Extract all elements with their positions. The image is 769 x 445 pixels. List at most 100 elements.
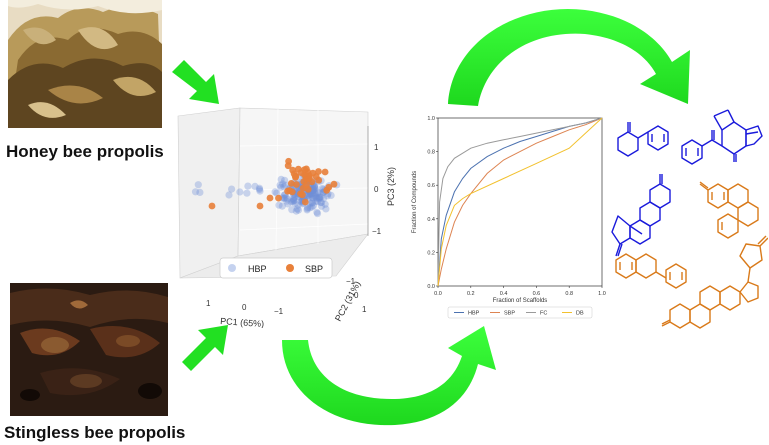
hbp-point <box>319 195 328 203</box>
hbp-point <box>283 197 291 205</box>
hbp-point <box>290 197 298 205</box>
hbp-point <box>294 201 302 209</box>
pca-x-label: PC1 (65%) <box>220 316 265 328</box>
sbp-point <box>284 162 292 170</box>
hbp-point <box>293 205 301 213</box>
hbp-point <box>251 182 259 190</box>
roc-x-tick: 0.8 <box>565 291 573 297</box>
hbp-point <box>282 194 290 202</box>
roc-y-tick: 0.6 <box>427 183 435 189</box>
hbp-point <box>287 198 295 206</box>
legend-sbp-marker <box>286 264 294 272</box>
pca-points <box>191 157 341 218</box>
sbp-point <box>275 194 282 202</box>
arrow-curve-bottom <box>282 326 496 426</box>
sbp-point <box>305 175 312 183</box>
sbp-point <box>301 198 309 206</box>
sbp-point <box>289 166 297 174</box>
pca-x-tick: 0 <box>242 303 247 312</box>
sbp-point <box>315 176 323 184</box>
hbp-point <box>289 197 297 205</box>
roc-x-tick: 0.4 <box>500 291 508 297</box>
plot-area <box>437 117 603 287</box>
legend-hbp-marker <box>228 264 236 272</box>
sbp-point <box>287 180 295 187</box>
hbp-point <box>305 191 313 199</box>
hbp-point <box>281 181 289 189</box>
hbp-point <box>276 181 284 189</box>
hbp-point <box>309 186 318 194</box>
sbp-point <box>266 194 274 202</box>
hbp-point <box>313 194 321 202</box>
roc-x-tick: 0.6 <box>533 291 541 297</box>
hbp-point <box>225 191 233 199</box>
hbp-point <box>278 202 286 210</box>
hbp-point <box>283 195 291 203</box>
hbp-point <box>255 184 263 192</box>
hbp-point <box>290 196 298 204</box>
hbp-point <box>306 192 314 200</box>
pca-scatter-3d: HBP SBP 1 0 −1 −1 0 1 1 0 −1 PC1 (65%) P… <box>177 107 396 328</box>
roc-x-tick: 0.2 <box>467 291 475 297</box>
roc-y-tick: 0.2 <box>427 250 435 256</box>
hbp-point <box>280 194 288 202</box>
hbp-point <box>303 206 311 214</box>
hbp-point <box>191 188 200 196</box>
hbp-point <box>228 185 236 193</box>
hbp-point <box>311 189 319 197</box>
hbp-point <box>313 208 321 216</box>
arrow-curve-top <box>448 8 690 106</box>
hbp-point <box>281 176 289 184</box>
hbp-point <box>244 182 252 190</box>
roc-lines <box>437 117 603 287</box>
hbp-point <box>311 192 319 200</box>
hbp-point <box>312 197 320 205</box>
hbp-point <box>317 193 325 201</box>
roc-y-tick: 0.0 <box>427 284 435 290</box>
blue-scaffold-benzoyl <box>681 109 763 165</box>
hbp-point <box>314 189 322 197</box>
legend-hbp-label: HBP <box>248 264 267 274</box>
sbp-point <box>323 186 331 194</box>
honey-bee-propolis-caption: Honey bee propolis <box>6 142 164 161</box>
scaffold-structures <box>611 109 768 329</box>
hbp-point <box>277 183 285 191</box>
hbp-point <box>304 191 312 200</box>
hbp-point <box>236 188 244 196</box>
hbp-point <box>308 199 316 207</box>
hbp-point <box>292 207 300 215</box>
hbp-point <box>256 185 264 194</box>
arrow-stingless-to-pca <box>182 325 228 371</box>
hbp-point <box>311 190 319 198</box>
hbp-point <box>308 199 316 207</box>
hbp-point <box>294 206 303 214</box>
hbp-point <box>315 193 323 201</box>
orange-scaffold-steroid-lactone <box>661 235 768 329</box>
hbp-point <box>313 198 322 206</box>
sbp-point <box>330 180 338 188</box>
sbp-point <box>315 168 322 175</box>
roc-xlabel: Fraction of Scaffolds <box>493 298 548 304</box>
roc-series-db <box>437 117 603 287</box>
roc-legend-label: DB <box>576 311 584 317</box>
pca-z-tick: 1 <box>374 143 379 152</box>
sbp-point <box>256 202 264 210</box>
hbp-point <box>323 192 332 200</box>
hbp-point <box>315 195 323 203</box>
hbp-point <box>289 195 297 203</box>
hbp-point <box>309 202 317 210</box>
roc-y-tick: 0.4 <box>427 217 435 223</box>
hbp-point <box>309 185 317 193</box>
roc-ylabel: Fraction of Compounds <box>412 171 418 233</box>
hbp-point <box>313 194 321 202</box>
sbp-point <box>292 173 300 180</box>
roc-y-tick: 0.8 <box>427 150 435 156</box>
hbp-point <box>317 199 325 207</box>
orange-scaffold-chromenone <box>699 181 759 239</box>
sbp-point <box>303 181 310 189</box>
hbp-point <box>243 189 251 197</box>
hbp-point <box>316 193 324 201</box>
hbp-point <box>317 198 326 207</box>
hbp-point <box>291 200 299 208</box>
hbp-point <box>318 202 326 210</box>
